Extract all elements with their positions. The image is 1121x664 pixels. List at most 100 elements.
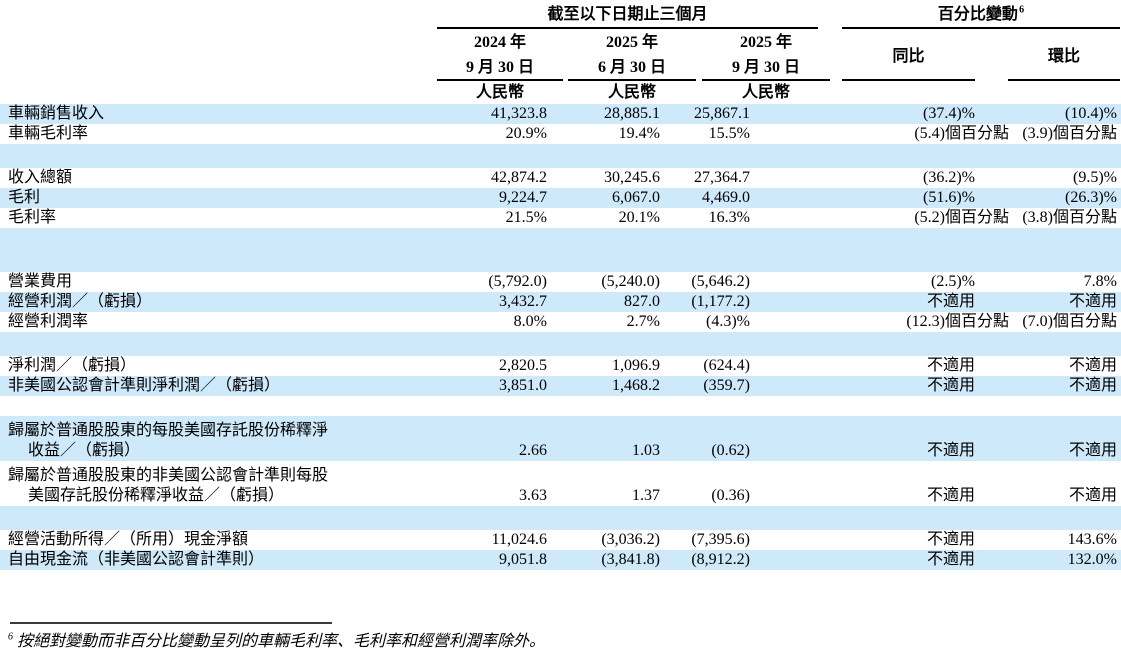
cell-value-yoy: (12.3)個百分點	[906, 313, 1009, 330]
cell-value-2024-09-30: 20.9%	[505, 125, 547, 142]
col-header-yoy: 同比	[842, 29, 975, 81]
table-row: 非美國公認會計準則淨利潤／（虧損） 3,851.0 1,468.2 (359.7) 不適…	[0, 376, 1121, 396]
change-group-label: 百分比變動	[937, 6, 1018, 23]
table-row: 收入總額 42,874.2 30,245.6 27,364.7 (36.2)% (9.5)…	[0, 168, 1121, 188]
cell-value-qoq: (10.4)%	[1065, 105, 1117, 122]
cell-value-qoq: (26.3)%	[1065, 189, 1117, 206]
cell-value-2024-09-30: 9,224.7	[499, 189, 547, 206]
table-row: 毛利 9,224.7 6,067.0 4,469.0 (51.6)% (26.3)%	[0, 188, 1121, 208]
cell-value-2025-09-30: 16.3%	[708, 209, 750, 226]
cell-value-2024-09-30: 9,051.8	[499, 551, 547, 568]
cell-value-2025-09-30: (359.7)	[703, 377, 750, 394]
period-group-label: 截至以下日期止三個月	[547, 6, 708, 23]
cell-value-2025-09-30: 4,469.0	[702, 189, 750, 206]
cell-value-2024-09-30: 11,024.6	[491, 531, 547, 548]
cell-value-yoy: (51.6)%	[923, 189, 975, 206]
table-row: 經營活動所得／（所用）現金淨額 11,024.6 (3,036.2) (7,395.6…	[0, 530, 1121, 550]
cell-value-qoq: 143.6%	[1067, 531, 1117, 548]
row-label: 經營活動所得／（所用）現金淨額	[8, 531, 249, 548]
cell-value-qoq: 7.8%	[1083, 273, 1117, 290]
cell-value-2024-09-30: (5,792.0)	[488, 273, 547, 290]
row-label: 營業費用	[8, 273, 73, 290]
table-row: 歸屬於普通股股東的每股美國存託股份稀釋淨 收益／（虧損） 2.66 1.03 (0.62…	[0, 416, 1121, 461]
cell-value-2025-06-30: 2.7%	[626, 313, 660, 330]
cell-value-yoy: 不適用	[926, 442, 975, 459]
cell-value-2025-09-30: 15.5%	[708, 125, 750, 142]
cell-value-2025-09-30: 27,364.7	[694, 169, 750, 186]
cell-value-2025-09-30: (1,177.2)	[691, 293, 750, 310]
cell-value-2024-09-30: 3,851.0	[499, 377, 547, 394]
row-label: 淨利潤／（虧損）	[8, 357, 137, 374]
currency-label-col1: 人民幣	[475, 84, 524, 101]
row-label: 非美國公認會計準則淨利潤／（虧損）	[8, 377, 281, 394]
table-row: 營業費用 (5,792.0) (5,240.0) (5,646.2) (2.5)% 7.8…	[0, 272, 1121, 292]
table-row: 經營利潤／（虧損） 3,432.7 827.0 (1,177.2) 不適用 不適用	[0, 292, 1121, 312]
cell-value-yoy: (36.2)%	[923, 169, 975, 186]
cell-value-2025-06-30: 1.03	[632, 442, 660, 459]
footnote-divider	[10, 622, 332, 624]
row-label: 歸屬於普通股股東的每股美國存託股份稀釋淨 收益／（虧損）	[8, 422, 329, 459]
footnote-text: 按絕對變動而非百分比變動呈列的車輛毛利率、毛利率和經營利潤率除外。	[17, 633, 546, 650]
cell-value-2024-09-30: 21.5%	[505, 209, 547, 226]
header-period-group: 截至以下日期止三個月	[437, 3, 818, 29]
cell-value-2025-06-30: (5,240.0)	[601, 273, 660, 290]
cell-value-qoq: 132.0%	[1067, 551, 1117, 568]
table-header: 截至以下日期止三個月 百分比變動 6 2024 年 9 月 30 日 2025 …	[0, 0, 1121, 104]
cell-value-yoy: (5.4)個百分點	[914, 125, 1009, 142]
col-header-day: 9 月 30 日	[731, 59, 800, 76]
cell-value-2025-06-30: 827.0	[624, 293, 660, 310]
col-header-day: 6 月 30 日	[597, 59, 666, 76]
cell-value-2025-09-30: (8,912.2)	[691, 551, 750, 568]
cell-value-2024-09-30: 2,820.5	[499, 357, 547, 374]
cell-value-yoy: 不適用	[926, 377, 975, 394]
cell-value-2025-06-30: 6,067.0	[612, 189, 660, 206]
cell-value-qoq: 不適用	[1068, 487, 1117, 504]
table-row: 車輛銷售收入 41,323.8 28,885.1 25,867.1 (37.4)% (10…	[0, 104, 1121, 124]
cell-value-2025-06-30: 1,096.9	[612, 357, 660, 374]
cell-value-2025-06-30: 30,245.6	[604, 169, 660, 186]
cell-value-2024-09-30: 2.66	[519, 442, 547, 459]
row-label: 歸屬於普通股股東的非美國公認會計準則每股 美國存託股份稀釋淨收益／（虧損）	[8, 467, 329, 504]
col-header-qoq: 環比	[1008, 29, 1120, 81]
cell-value-qoq: 不適用	[1068, 357, 1117, 374]
cell-value-qoq: (9.5)%	[1073, 169, 1117, 186]
col-header-year: 2025 年	[739, 34, 792, 51]
yoy-label: 同比	[892, 48, 925, 65]
row-label: 車輛毛利率	[8, 125, 89, 142]
spacer-row	[0, 228, 1121, 272]
header-change-group: 百分比變動 6	[842, 3, 1120, 29]
table-row: 毛利率 21.5% 20.1% 16.3% (5.2)個百分點 (3.8)個百分點	[0, 208, 1121, 228]
cell-value-2025-09-30: (0.62)	[711, 442, 750, 459]
cell-value-2025-06-30: 28,885.1	[604, 105, 660, 122]
col-header-year: 2024 年	[473, 34, 526, 51]
cell-value-2024-09-30: 3,432.7	[499, 293, 547, 310]
cell-value-yoy: (5.2)個百分點	[914, 209, 1009, 226]
cell-value-qoq: 不適用	[1068, 377, 1117, 394]
table-row: 車輛毛利率 20.9% 19.4% 15.5% (5.4)個百分點 (3.9)個百分點	[0, 124, 1121, 144]
row-label: 經營利潤／（虧損）	[8, 293, 153, 310]
cell-value-yoy: (37.4)%	[923, 105, 975, 122]
cell-value-yoy: 不適用	[926, 487, 975, 504]
cell-value-2024-09-30: 41,323.8	[491, 105, 547, 122]
footnote-ref: 6	[8, 631, 13, 643]
cell-value-qoq: (7.0)個百分點	[1022, 313, 1117, 330]
row-label: 車輛銷售收入	[8, 105, 105, 122]
cell-value-yoy: 不適用	[926, 551, 975, 568]
cell-value-2025-09-30: (5,646.2)	[691, 273, 750, 290]
cell-value-2025-06-30: 1.37	[632, 487, 660, 504]
cell-value-yoy: 不適用	[926, 357, 975, 374]
cell-value-2025-06-30: 20.1%	[618, 209, 660, 226]
col-header-year: 2025 年	[605, 34, 658, 51]
table-row: 歸屬於普通股股東的非美國公認會計準則每股 美國存託股份稀釋淨收益／（虧損） 3.63…	[0, 461, 1121, 506]
spacer-row	[0, 332, 1121, 356]
cell-value-qoq: (3.8)個百分點	[1022, 209, 1117, 226]
row-label: 自由現金流（非美國公認會計準則）	[8, 551, 265, 568]
qoq-label: 環比	[1047, 48, 1080, 65]
cell-value-2025-06-30: 1,468.2	[612, 377, 660, 394]
cell-value-qoq: 不適用	[1068, 293, 1117, 310]
cell-value-2025-09-30: (4.3)%	[706, 313, 750, 330]
cell-value-2025-09-30: (7,395.6)	[691, 531, 750, 548]
col-header-2024-09-30: 2024 年 9 月 30 日	[437, 29, 563, 81]
cell-value-2024-09-30: 8.0%	[513, 313, 547, 330]
